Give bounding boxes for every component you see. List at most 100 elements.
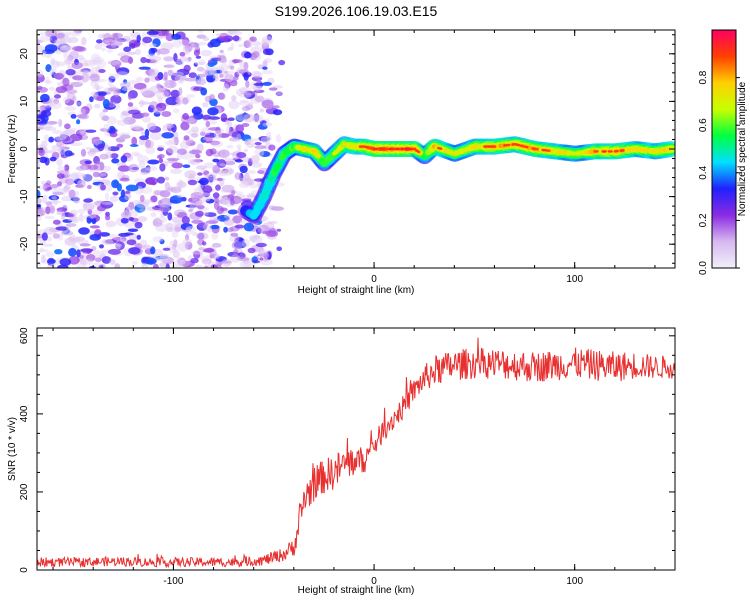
noise-speckle: [87, 249, 91, 254]
noise-speckle: [162, 132, 174, 138]
noise-speckle: [177, 243, 188, 252]
noise-speckle: [145, 129, 149, 138]
spectrogram-ytick-label: -20: [19, 237, 30, 252]
noise-speckle: [191, 126, 199, 132]
noise-speckle: [207, 172, 217, 177]
noise-speckle: [240, 178, 246, 183]
noise-speckle: [98, 69, 105, 73]
noise-speckle: [208, 127, 220, 131]
noise-speckle: [171, 72, 184, 77]
noise-speckle: [256, 243, 267, 247]
snr-ytick-label: 0: [19, 567, 30, 573]
noise-speckle: [185, 78, 198, 82]
noise-speckle: [60, 258, 72, 266]
noise-speckle: [230, 196, 242, 204]
noise-speckle: [188, 180, 197, 186]
noise-speckle: [70, 128, 77, 132]
ridge-segment: [316, 154, 319, 156]
noise-speckle: [276, 247, 282, 252]
noise-speckle: [154, 190, 165, 195]
noise-speckle: [57, 82, 64, 86]
noise-speckle: [49, 87, 55, 91]
snr-ylabel: SNR (10 * v/v): [7, 417, 18, 481]
noise-speckle: [197, 172, 203, 176]
noise-speckle: [257, 170, 265, 174]
noise-speckle: [64, 123, 71, 129]
noise-speckle: [89, 74, 100, 82]
noise-speckle: [95, 258, 102, 263]
ridge-segment: [370, 148, 373, 149]
noise-speckle: [244, 223, 254, 232]
noise-speckle: [139, 208, 146, 212]
noise-speckle: [69, 31, 81, 36]
noise-speckle: [219, 172, 227, 176]
noise-speckle: [202, 241, 206, 245]
noise-speckle: [262, 67, 267, 70]
noise-speckle: [54, 249, 62, 254]
noise-speckle: [203, 223, 211, 231]
noise-speckle: [164, 72, 168, 80]
noise-speckle: [96, 87, 100, 91]
ridge-segment: [276, 165, 279, 169]
noise-speckle: [191, 133, 199, 138]
noise-speckle: [40, 94, 50, 102]
noise-speckle: [149, 56, 161, 61]
noise-speckle: [208, 60, 213, 64]
noise-speckle: [195, 62, 205, 66]
noise-speckle: [233, 76, 239, 80]
noise-speckle: [173, 259, 185, 266]
noise-speckle: [233, 35, 240, 41]
noise-speckle: [151, 182, 156, 186]
noise-speckle: [100, 184, 106, 190]
noise-speckle: [163, 248, 171, 251]
noise-speckle: [76, 184, 84, 188]
noise-speckle: [58, 119, 62, 127]
noise-speckle: [52, 130, 62, 134]
noise-speckle: [250, 155, 259, 163]
ridge-segment: [517, 145, 520, 146]
noise-speckle: [65, 106, 77, 111]
noise-speckle: [128, 164, 139, 172]
noise-speckle: [59, 37, 72, 43]
noise-speckle: [89, 96, 94, 102]
noise-speckle: [110, 132, 118, 137]
noise-speckle: [105, 215, 110, 221]
noise-speckle: [203, 249, 213, 252]
noise-speckle: [211, 264, 218, 270]
noise-speckle: [247, 39, 253, 47]
noise-speckle: [251, 235, 263, 243]
ridge-segment: [525, 147, 528, 148]
noise-speckle: [61, 231, 73, 236]
noise-speckle: [45, 103, 52, 108]
noise-speckle: [132, 151, 140, 156]
noise-speckle: [228, 227, 234, 232]
noise-speckle: [165, 64, 175, 69]
noise-speckle: [139, 100, 144, 108]
noise-speckle: [67, 89, 78, 94]
noise-speckle: [104, 146, 111, 152]
noise-speckle: [202, 115, 212, 120]
noise-speckle: [167, 212, 172, 220]
noise-speckle: [174, 220, 182, 226]
noise-speckle: [262, 122, 272, 126]
colorbar-label: Normalized spectral amplitude: [737, 81, 748, 216]
noise-speckle: [40, 240, 46, 244]
noise-speckle: [180, 122, 189, 131]
noise-speckle: [255, 142, 262, 145]
noise-speckle: [66, 60, 71, 67]
noise-speckle: [157, 204, 166, 207]
noise-speckle: [207, 107, 218, 115]
noise-speckle: [227, 121, 232, 128]
noise-speckle: [90, 225, 100, 228]
noise-speckle: [141, 113, 149, 117]
noise-speckle: [54, 73, 64, 79]
noise-speckle: [73, 196, 80, 203]
noise-speckle: [276, 91, 282, 96]
noise-speckle: [200, 132, 206, 137]
noise-speckle: [167, 158, 179, 161]
ridge-segment: [438, 148, 441, 149]
noise-speckle: [91, 92, 99, 96]
spectrogram-ylabel: Frequency (Hz): [7, 115, 18, 184]
